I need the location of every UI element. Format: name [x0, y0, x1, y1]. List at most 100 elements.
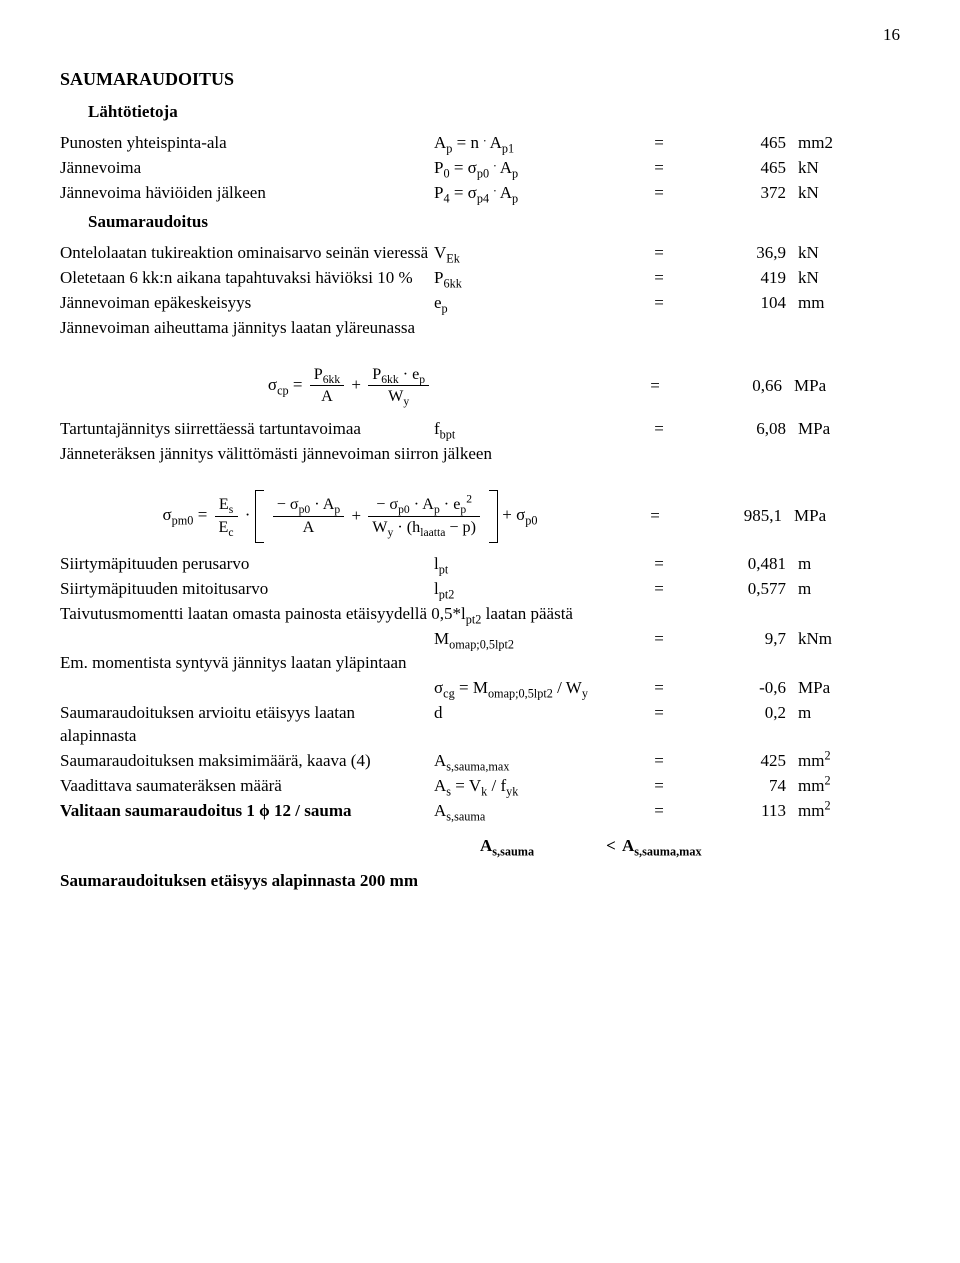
row-value: 104	[674, 292, 794, 315]
row-unit: kNm	[798, 628, 864, 651]
row-label: Tartuntajännitys siirrettäessä tartuntav…	[60, 418, 430, 441]
row-label: Ontelolaatan tukireaktion ominaisarvo se…	[60, 242, 430, 265]
row-eq: =	[644, 375, 666, 398]
row-value: 36,9	[674, 242, 794, 265]
row-label: Jännevoiman epäkeskeisyys	[60, 292, 430, 315]
row-symbol: fbpt	[434, 418, 644, 441]
equation-sigma-cp: σcp = P6kkA + P6kk · epWy = 0,66 MPa	[60, 364, 900, 409]
row-value: 425	[674, 750, 794, 773]
final-op: <	[600, 835, 622, 858]
row-label: Valitaan saumaraudoitus 1 ϕ 12 / sauma	[60, 800, 430, 823]
row-jannevoima-havioiden: Jännevoima häviöiden jälkeen P4 = σp4 . …	[60, 182, 900, 205]
row-symbol: P0 = σp0 . Ap	[434, 157, 644, 180]
row-jannitys-ylareunassa: Jännevoiman aiheuttama jännitys laatan y…	[60, 317, 900, 340]
row-eq: =	[648, 132, 670, 155]
row-label: Jänneteräksen jännitys välittömästi jänn…	[60, 443, 500, 466]
row-symbol: Ap = n . Ap1	[434, 132, 644, 155]
row-eq: =	[648, 292, 670, 315]
row-unit: m	[798, 553, 864, 576]
final-lhs: As,sauma	[480, 835, 600, 858]
equation-body: σcp = P6kkA + P6kk · epWy	[60, 364, 640, 409]
row-value: 6,08	[674, 418, 794, 441]
row-eq: =	[648, 702, 670, 725]
page-number: 16	[60, 24, 900, 47]
row-taivutusmomentti: Taivutusmomentti laatan omasta painosta …	[60, 603, 900, 626]
row-eq: =	[648, 242, 670, 265]
row-unit: MPa	[798, 418, 864, 441]
page: 16 SAUMARAUDOITUS Lähtötietoja Punosten …	[0, 0, 960, 1263]
row-value: 9,7	[674, 628, 794, 651]
row-symbol: As,sauma	[434, 800, 644, 823]
row-eq: =	[644, 505, 666, 528]
row-value: 0,577	[674, 578, 794, 601]
row-value: 985,1	[670, 505, 790, 528]
row-label: Punosten yhteispinta-ala	[60, 132, 430, 155]
row-unit: mm2	[798, 750, 864, 773]
row-symbol: P4 = σp4 . Ap	[434, 182, 644, 205]
row-symbol: As,sauma,max	[434, 750, 644, 773]
row-as-sauma-max: Saumaraudoituksen maksimimäärä, kaava (4…	[60, 750, 900, 773]
row-unit: kN	[798, 267, 864, 290]
row-eq: =	[648, 750, 670, 773]
row-symbol: ep	[434, 292, 644, 315]
row-unit: m	[798, 702, 864, 725]
row-label: Jännevoima	[60, 157, 430, 180]
row-eq: =	[648, 800, 670, 823]
row-label: Em. momentista syntyvä jännitys laatan y…	[60, 652, 415, 675]
row-unit: mm2	[798, 775, 864, 798]
row-lpt2: Siirtymäpituuden mitoitusarvo lpt2 = 0,5…	[60, 578, 900, 601]
row-sigma-cg: σcg = Momap;0,5lpt2 / Wy = -0,6 MPa	[60, 677, 900, 700]
row-value: 0,481	[674, 553, 794, 576]
row-symbol: d	[434, 702, 644, 725]
row-label: Jännevoima häviöiden jälkeen	[60, 182, 430, 205]
row-eq: =	[648, 182, 670, 205]
footer-note: Saumaraudoituksen etäisyys alapinnasta 2…	[60, 870, 900, 893]
row-eq: =	[648, 157, 670, 180]
row-symbol: lpt	[434, 553, 644, 576]
row-punosten-yhteispinta-ala: Punosten yhteispinta-ala Ap = n . Ap1 = …	[60, 132, 900, 155]
row-unit: mm	[798, 292, 864, 315]
row-ep: Jännevoiman epäkeskeisyys ep = 104 mm	[60, 292, 900, 315]
row-momap: Momap;0,5lpt2 = 9,7 kNm	[60, 628, 900, 651]
row-unit: kN	[798, 182, 864, 205]
row-symbol: σcg = Momap;0,5lpt2 / Wy	[434, 677, 644, 700]
row-eq: =	[648, 553, 670, 576]
row-unit: kN	[798, 157, 864, 180]
row-as: Vaadittava saumateräksen määrä As = Vk /…	[60, 775, 900, 798]
row-eq: =	[648, 775, 670, 798]
row-eq: =	[648, 418, 670, 441]
section-lahtotietoja: Lähtötietoja	[88, 101, 900, 124]
row-unit: mm2	[798, 800, 864, 823]
row-eq: =	[648, 677, 670, 700]
row-symbol: VEk	[434, 242, 644, 265]
row-value: 372	[674, 182, 794, 205]
row-valitaan-saumaraudoitus: Valitaan saumaraudoitus 1 ϕ 12 / sauma A…	[60, 800, 900, 823]
row-em-momentista: Em. momentista syntyvä jännitys laatan y…	[60, 652, 900, 675]
row-value: 465	[674, 132, 794, 155]
row-p6kk: Oletetaan 6 kk:n aikana tapahtuvaksi häv…	[60, 267, 900, 290]
row-label: Oletetaan 6 kk:n aikana tapahtuvaksi häv…	[60, 267, 430, 290]
equation-sigma-pm0: σpm0 = EsEc · − σp0 · ApA + − σp0 · Ap ·…	[60, 490, 900, 543]
final-rhs: As,sauma,max	[622, 835, 852, 858]
row-unit: kN	[798, 242, 864, 265]
section-saumaraudoitus: Saumaraudoitus	[88, 211, 900, 234]
row-value: 465	[674, 157, 794, 180]
row-value: 0,66	[670, 375, 790, 398]
row-value: 0,2	[674, 702, 794, 725]
row-value: 419	[674, 267, 794, 290]
row-unit: mm2	[798, 132, 864, 155]
row-unit: MPa	[794, 375, 860, 398]
row-value: 74	[674, 775, 794, 798]
row-eq: =	[648, 578, 670, 601]
footer-text: Saumaraudoituksen etäisyys alapinnasta 2…	[60, 870, 426, 893]
row-jannevoima: Jännevoima P0 = σp0 . Ap = 465 kN	[60, 157, 900, 180]
row-vek: Ontelolaatan tukireaktion ominaisarvo se…	[60, 242, 900, 265]
row-label: Jännevoiman aiheuttama jännitys laatan y…	[60, 317, 423, 340]
row-value: 113	[674, 800, 794, 823]
row-symbol: lpt2	[434, 578, 644, 601]
row-label: Vaadittava saumateräksen määrä	[60, 775, 430, 798]
row-eq: =	[648, 267, 670, 290]
row-unit: m	[798, 578, 864, 601]
row-symbol: P6kk	[434, 267, 644, 290]
row-symbol: Momap;0,5lpt2	[434, 628, 644, 651]
